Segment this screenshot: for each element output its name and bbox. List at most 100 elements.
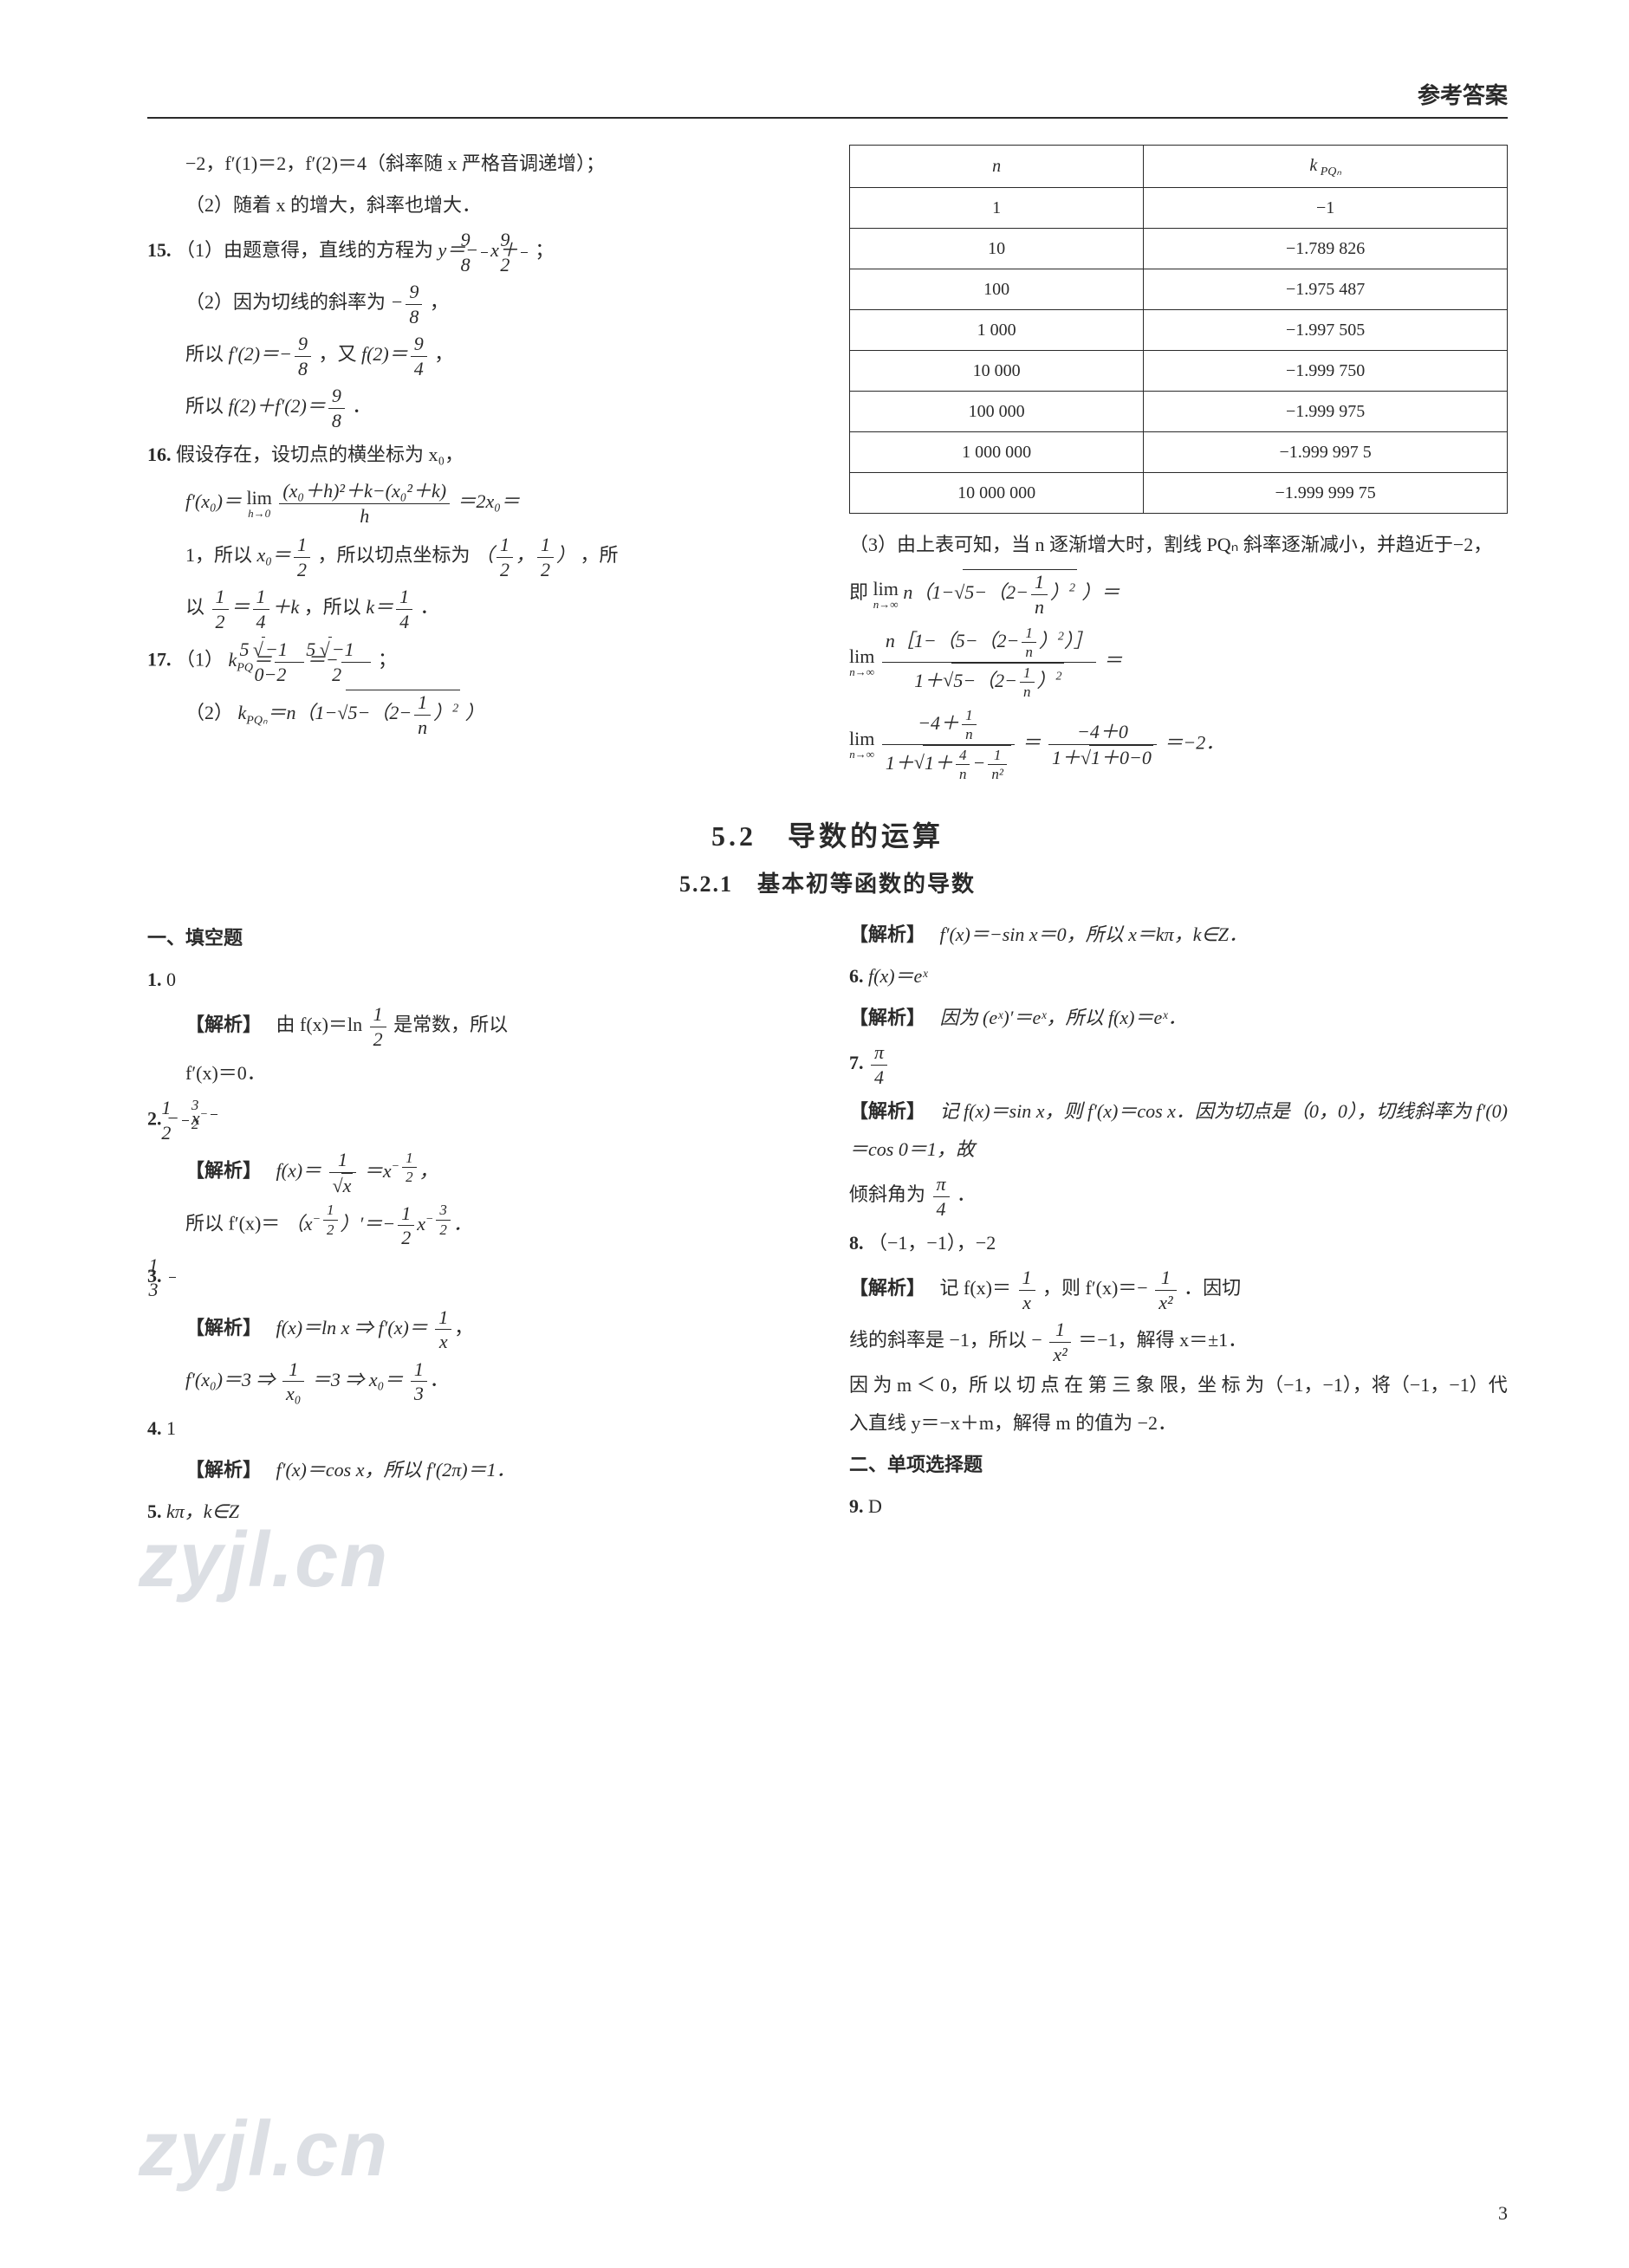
q1: 1. 0 — [147, 961, 806, 999]
q7-frac: π4 — [933, 1172, 950, 1221]
category-fill-blank: 一、填空题 — [147, 919, 806, 957]
item-15a-text: （1）由题意得，直线的方程为 — [176, 239, 438, 261]
item-17a-tail: ； — [378, 649, 397, 671]
item-17b: （2） kPQₙ＝n（1−5−（2−1n）2 ） — [147, 690, 806, 739]
table-cell: 10 000 — [850, 351, 1144, 392]
lim-h0: limh→0 — [247, 489, 272, 519]
kpq-th-n: n — [850, 146, 1144, 188]
item-15d-tail: ． — [352, 395, 371, 417]
item-15c-math2: f(2)＝94 — [361, 343, 430, 365]
q8-frac1: 1x — [1019, 1266, 1035, 1314]
item-16b-frac: (x₀＋h)²＋k−(x₀²＋k)h — [279, 479, 450, 528]
q3-analysis-b: f′(x₀)＝3 ⇒ 1x₀ ＝3 ⇒ x₀＝ 13． — [147, 1358, 806, 1406]
q1-frac: 12 — [370, 1002, 386, 1051]
item-16: 16. 假设存在，设切点的横坐标为 x₀， — [147, 436, 806, 474]
q8-an-b-head: 线的斜率是 −1，所以 − — [849, 1329, 1042, 1351]
item-17a-math: kPQ＝5−10−2＝−5−12 — [229, 649, 373, 671]
item-15c: 所以 f′(2)＝−98 ，又 f(2)＝94 ， — [147, 332, 806, 380]
eq3-frac1: −4＋1n 1＋1＋4n−1n² — [882, 706, 1015, 783]
table-row: 1 000 000−1.999 997 5 — [850, 432, 1508, 473]
q9: 9. D — [849, 1487, 1508, 1526]
q8-an-b-tail: ＝−1，解得 x＝±1． — [1078, 1329, 1247, 1351]
q3-ans: 13 — [169, 1254, 176, 1302]
item-16d-math1: 12＝14＋k — [210, 596, 300, 618]
kpq-table: n k PQₙ 1−110−1.789 826100−1.975 4871 00… — [849, 145, 1508, 514]
q3-an-b-mid: ＝3 ⇒ x₀＝ — [312, 1369, 403, 1390]
table-cell: −1.999 975 — [1144, 392, 1508, 432]
item-15a-tail: ； — [535, 239, 554, 261]
table-cell: 100 000 — [850, 392, 1144, 432]
q1-an-text: 由 f(x)＝ln — [276, 1014, 367, 1035]
table-row: 100 000−1.999 975 — [850, 392, 1508, 432]
q8-frac2: 1x² — [1155, 1266, 1176, 1314]
item-16c-tail: ，所 — [581, 544, 619, 566]
lim-ninf-3: limn→∞ — [849, 729, 874, 760]
table-cell: 1 000 000 — [850, 432, 1144, 473]
item-16c-math2: （12，12） — [475, 544, 575, 566]
q7-an-b-tail: ． — [957, 1183, 976, 1205]
item-16c-math1: x₀＝12 — [257, 544, 313, 566]
q4-an: f′(x)＝cos x，所以 f′(2π)＝1． — [276, 1459, 516, 1481]
q6-an: 因为 (eˣ)′＝eˣ，所以 f(x)＝eˣ． — [940, 1007, 1187, 1028]
q9-num: 9. — [849, 1495, 864, 1517]
q6-num: 6. — [849, 965, 864, 987]
item-16d-math2: k＝14 — [366, 596, 415, 618]
item-14-continued-a: −2，f′(1)＝2，f′(2)＝4（斜率随 x 严格音调递增）； — [147, 145, 806, 183]
item-15d: 所以 f(2)＋f′(2)＝98 ． — [147, 384, 806, 432]
eq3-eq: ＝ — [1022, 732, 1041, 754]
q3-frac3: 13 — [411, 1358, 427, 1406]
table-row: 1−1 — [850, 188, 1508, 229]
q5-an-label: 【解析】 — [849, 923, 916, 945]
q6-an-label: 【解析】 — [849, 1007, 916, 1028]
q1-num: 1. — [147, 969, 162, 990]
q7-analysis-a: 【解析】 记 f(x)＝sin x，则 f′(x)＝cos x．因为切点是（0，… — [849, 1092, 1508, 1169]
table-cell: −1.997 505 — [1144, 310, 1508, 351]
lower-left-col: 一、填空题 1. 0 【解析】 由 f(x)＝ln 12 是常数，所以 f′(x… — [147, 916, 806, 1534]
table-cell: −1.975 487 — [1144, 269, 1508, 310]
header-rule — [147, 117, 1508, 119]
q2-ans: −12x−32 — [166, 1107, 220, 1129]
q7-ans: π4 — [871, 1040, 887, 1089]
q7-an-label: 【解析】 — [849, 1100, 916, 1122]
item-16d-head: 以 — [185, 596, 210, 618]
q3-frac1: 1x — [435, 1306, 451, 1354]
q8-analysis-c: 因 为 m ＜ 0，所 以 切 点 在 第 三 象 限，坐 标 为（−1，−1）… — [849, 1366, 1508, 1442]
category-single-choice: 二、单项选择题 — [849, 1446, 1508, 1484]
q5: 5. kπ，k∈Z — [147, 1493, 806, 1531]
q9-ans: D — [868, 1495, 882, 1517]
table-row: 10 000 000−1.999 999 75 — [850, 473, 1508, 514]
eq1-body: n（1−5−（2−1n）2 ）＝ — [903, 581, 1120, 603]
q8-num: 8. — [849, 1232, 864, 1254]
item-15b: （2）因为切线的斜率为 −98 ， — [147, 280, 806, 328]
table-cell: 1 — [850, 188, 1144, 229]
eq2-eq: ＝ — [1103, 650, 1122, 671]
q3-analysis-a: 【解析】 f(x)＝ln x ⇒ f′(x)＝ 1x， — [147, 1306, 806, 1354]
item-17-3-eq3: limn→∞ −4＋1n 1＋1＋4n−1n² ＝ −4＋0 1＋1＋0−0 ＝… — [849, 706, 1508, 783]
table-cell: −1.999 999 75 — [1144, 473, 1508, 514]
item-17: 17. （1） kPQ＝5−10−2＝−5−12 ； — [147, 637, 806, 686]
q8: 8. （−1，−1），−2 — [849, 1224, 1508, 1262]
q5-analysis: 【解析】 f′(x)＝−sin x＝0，所以 x＝kπ，k∈Z． — [849, 916, 1508, 954]
q1-analysis: 【解析】 由 f(x)＝ln 12 是常数，所以 — [147, 1002, 806, 1051]
table-cell: 1 000 — [850, 310, 1144, 351]
q3-an-a: f(x)＝ln x ⇒ f′(x)＝ — [276, 1317, 428, 1338]
q7-num: 7. — [849, 1052, 864, 1073]
item-16d: 以 12＝14＋k ，所以 k＝14 ． — [147, 585, 806, 633]
q8-an-a-tail: ．因切 — [1184, 1277, 1241, 1299]
eq3-frac2: −4＋0 1＋1＋0−0 — [1048, 720, 1157, 769]
q4-ans: 1 — [166, 1417, 176, 1439]
q1-an-tail: 是常数，所以 — [393, 1014, 508, 1035]
item-17-3-eq2: limn→∞ n［1−（5−（2−1n）2）］ 1＋5−（2−1n）2 ＝ — [849, 624, 1508, 701]
upper-left-col: −2，f′(1)＝2，f′(2)＝4（斜率随 x 严格音调递增）； （2）随着 … — [147, 145, 806, 788]
q3-frac2: 1x₀ — [282, 1358, 304, 1406]
item-15c-math1: f′(2)＝−98 — [229, 343, 314, 365]
item-15c-head: 所以 — [185, 343, 229, 365]
q2-an-b-math: （x−12）′＝−12x−32． — [285, 1213, 472, 1234]
q5-an: f′(x)＝−sin x＝0，所以 x＝kπ，k∈Z． — [940, 923, 1248, 945]
item-17-3-eq1: 即 limn→∞ n（1−5−（2−1n）2 ）＝ — [849, 569, 1508, 619]
table-cell: 10 — [850, 229, 1144, 269]
q8-frac3: 1x² — [1049, 1318, 1070, 1366]
q7-analysis-b: 倾斜角为 π4 ． — [849, 1172, 1508, 1221]
item-15b-tail: ， — [430, 291, 449, 313]
item-15c-mid: ，又 — [318, 343, 361, 365]
